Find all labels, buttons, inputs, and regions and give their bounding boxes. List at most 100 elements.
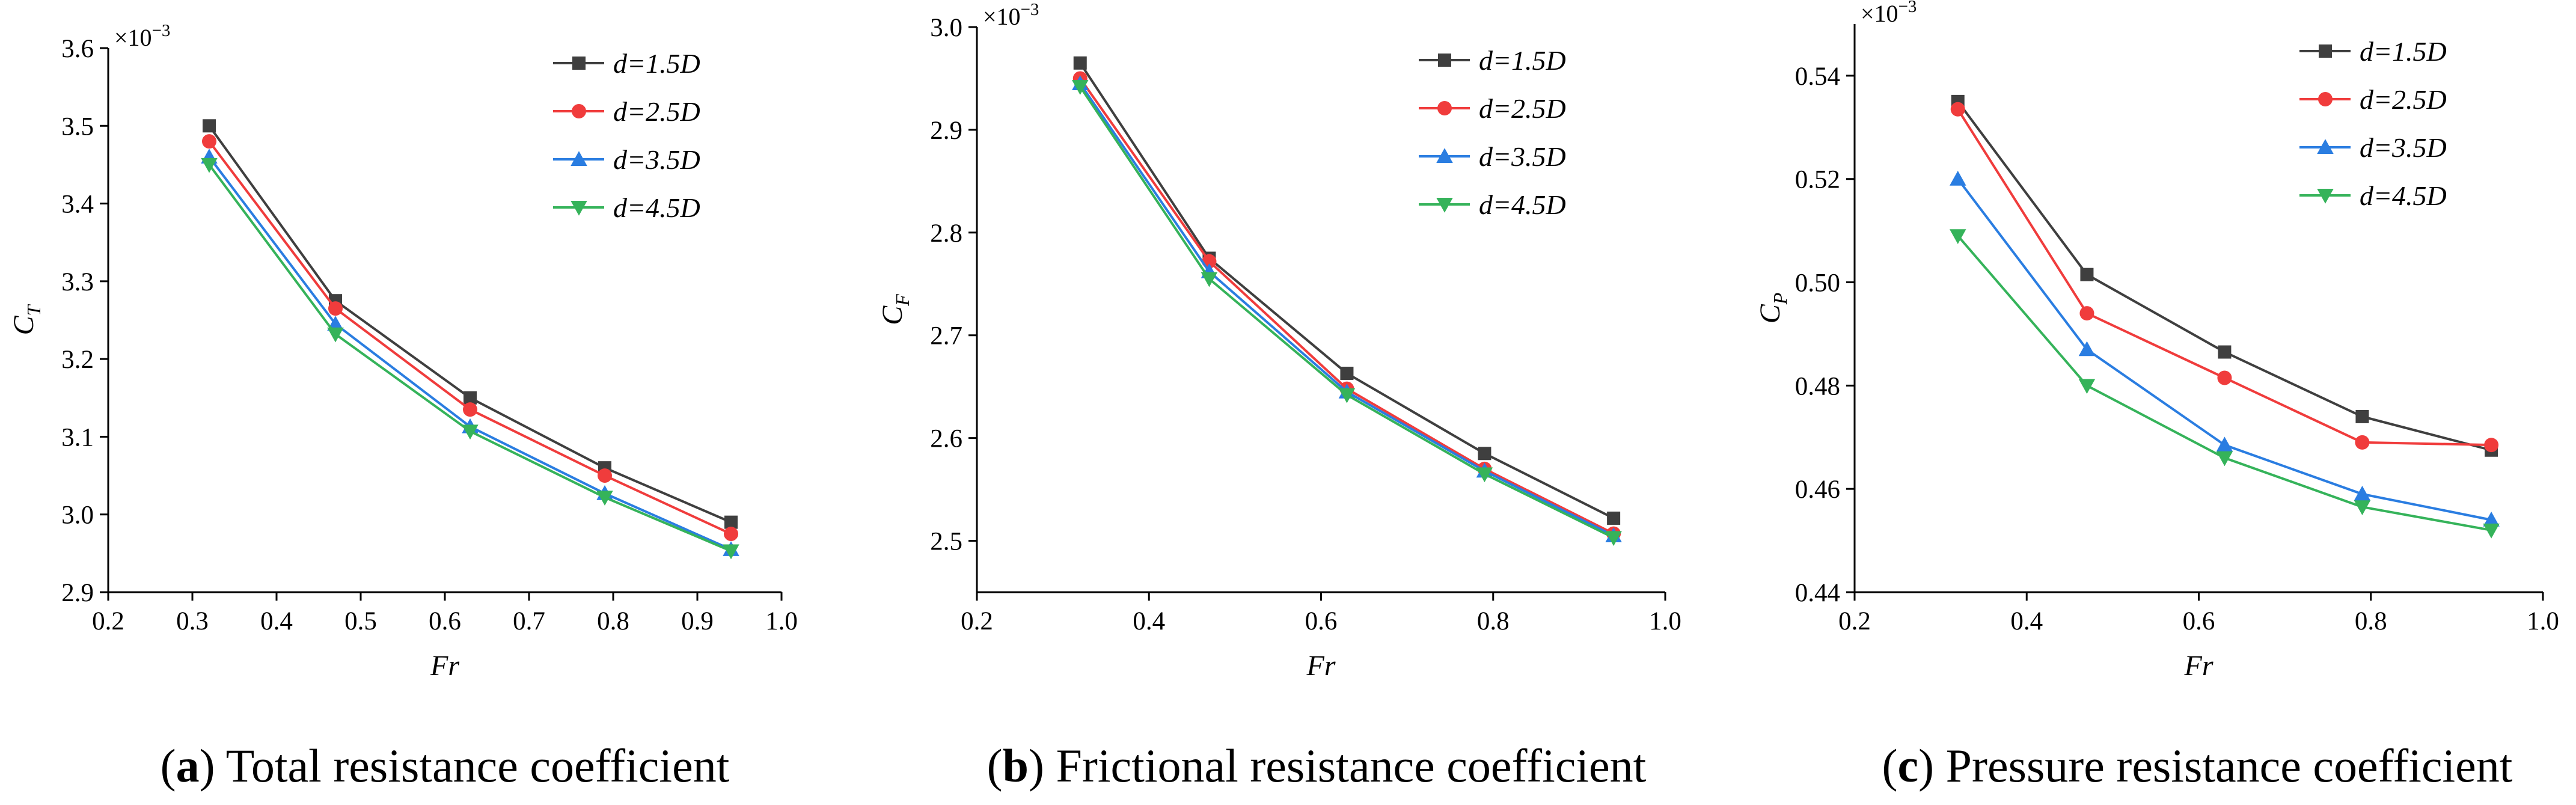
caption-paren: ( bbox=[161, 739, 176, 792]
data-point bbox=[2079, 306, 2094, 321]
series-1 bbox=[202, 134, 738, 542]
legend-label: d=1.5D bbox=[613, 48, 700, 79]
legend-marker bbox=[572, 57, 586, 70]
legend-entry: d=4.5D bbox=[553, 192, 700, 223]
x-tick-label: 0.4 bbox=[260, 607, 293, 635]
y-label-base: C bbox=[8, 315, 40, 335]
axis-multiplier: ×10−3 bbox=[983, 0, 1039, 30]
legend-entry: d=4.5D bbox=[1419, 189, 1566, 220]
axis-multiplier: ×10−3 bbox=[1861, 0, 1917, 27]
series-1 bbox=[1950, 102, 2499, 453]
legend-marker bbox=[571, 151, 587, 166]
series-3 bbox=[201, 158, 739, 560]
data-point bbox=[327, 327, 344, 343]
series-line bbox=[208, 125, 732, 524]
data-point bbox=[463, 391, 477, 405]
data-point bbox=[723, 544, 739, 560]
caption-paren: ) bbox=[1029, 739, 1056, 792]
x-tick-label: 1.0 bbox=[765, 607, 798, 635]
y-tick-label: 3.0 bbox=[61, 501, 94, 530]
x-tick-label: 0.8 bbox=[1477, 607, 1510, 635]
legend-entry: d=3.5D bbox=[2299, 132, 2447, 163]
y-tick-label: 3.3 bbox=[61, 268, 94, 296]
legend-entry: d=1.5D bbox=[1419, 45, 1566, 76]
series-2 bbox=[1950, 170, 2500, 527]
data-point bbox=[2484, 438, 2499, 453]
data-point bbox=[1950, 229, 1966, 244]
multiplier-base: ×10 bbox=[983, 3, 1021, 30]
y-label-base: C bbox=[877, 305, 908, 325]
data-point bbox=[724, 527, 738, 542]
legend-label: d=3.5D bbox=[613, 144, 700, 175]
data-point bbox=[2080, 268, 2094, 281]
legend-marker bbox=[571, 201, 587, 216]
x-tick-label: 0.4 bbox=[1133, 607, 1165, 635]
legend-marker bbox=[2319, 44, 2332, 58]
data-point bbox=[1338, 388, 1356, 403]
panel-caption: (b) Frictional resistance coefficient bbox=[987, 739, 1647, 792]
legend-entry: d=3.5D bbox=[553, 144, 700, 175]
data-point bbox=[1950, 170, 1966, 186]
series-0 bbox=[203, 119, 738, 529]
legend-label: d=2.5D bbox=[2360, 84, 2447, 115]
y-tick-label: 0.48 bbox=[1795, 372, 1840, 400]
data-point bbox=[1605, 531, 1622, 546]
x-tick-label: 1.0 bbox=[1649, 607, 1681, 635]
data-point bbox=[1201, 272, 1218, 287]
x-tick-label: 0.2 bbox=[1838, 607, 1871, 635]
x-tick-label: 0.7 bbox=[513, 607, 545, 635]
series-3 bbox=[1950, 229, 2500, 539]
x-axis-label: Fr bbox=[2184, 650, 2213, 682]
data-point bbox=[1950, 102, 1965, 117]
data-point bbox=[328, 301, 343, 316]
multiplier-exponent: −3 bbox=[1021, 0, 1039, 19]
y-tick-label: 2.9 bbox=[61, 579, 94, 607]
legend-label: d=2.5D bbox=[1479, 93, 1566, 124]
data-point bbox=[2483, 511, 2500, 527]
legend-entry: d=2.5D bbox=[553, 96, 700, 127]
panel-a: 0.2 0.3 0.4 0.5 0.6 0.7 0.8 0.9 1.0 2.9 3.0 3.1 3.2 3… bbox=[8, 21, 798, 792]
legend-label: d=3.5D bbox=[2360, 132, 2447, 163]
legend-marker bbox=[572, 104, 586, 118]
caption-paren: ( bbox=[987, 739, 1003, 792]
y-tick-label: 0.44 bbox=[1795, 579, 1840, 607]
data-point bbox=[724, 515, 738, 529]
legend-marker bbox=[2317, 189, 2334, 204]
multiplier-exponent: −3 bbox=[1898, 0, 1917, 16]
x-tick-label: 0.9 bbox=[681, 607, 714, 635]
legend-label: d=1.5D bbox=[2360, 36, 2447, 67]
caption-panel-label: c bbox=[1898, 739, 1919, 792]
y-tick-label: 3.5 bbox=[61, 112, 94, 141]
y-tick-label: 3.2 bbox=[61, 346, 94, 374]
legend-label: d=4.5D bbox=[1479, 189, 1566, 220]
y-tick-label: 3.6 bbox=[61, 35, 94, 63]
caption-text: Total resistance coefficient bbox=[226, 739, 730, 792]
y-axis-label: CP bbox=[1754, 293, 1791, 324]
panel-caption: (c) Pressure resistance coefficient bbox=[1882, 739, 2513, 792]
x-axis-label: Fr bbox=[1306, 650, 1336, 682]
legend-label: d=2.5D bbox=[613, 96, 700, 127]
series-3 bbox=[1072, 80, 1622, 546]
data-point bbox=[1073, 56, 1087, 70]
legend-label: d=1.5D bbox=[1479, 45, 1566, 76]
caption-paren: ( bbox=[1882, 739, 1898, 792]
legend-label: d=4.5D bbox=[2360, 180, 2447, 211]
caption-panel-label: b bbox=[1003, 739, 1029, 792]
data-point bbox=[2355, 409, 2369, 423]
caption-text: Pressure resistance coefficient bbox=[1946, 739, 2513, 792]
y-tick-label: 0.50 bbox=[1795, 269, 1840, 298]
panel-caption: (a) Total resistance coefficient bbox=[161, 739, 730, 792]
data-point bbox=[1607, 511, 1621, 525]
legend-entry: d=2.5D bbox=[2299, 84, 2447, 115]
x-tick-label: 1.0 bbox=[2527, 607, 2559, 635]
data-point bbox=[201, 158, 218, 173]
data-point bbox=[2078, 379, 2096, 394]
data-point bbox=[1476, 467, 1493, 483]
x-tick-label: 0.6 bbox=[429, 607, 461, 635]
caption-paren: ) bbox=[1918, 739, 1945, 792]
y-tick-label: 0.54 bbox=[1795, 63, 1840, 91]
multiplier-exponent: −3 bbox=[152, 21, 171, 40]
x-tick-label: 0.2 bbox=[961, 607, 993, 635]
multiplier-base: ×10 bbox=[114, 24, 152, 51]
caption-panel-label: a bbox=[176, 739, 200, 792]
